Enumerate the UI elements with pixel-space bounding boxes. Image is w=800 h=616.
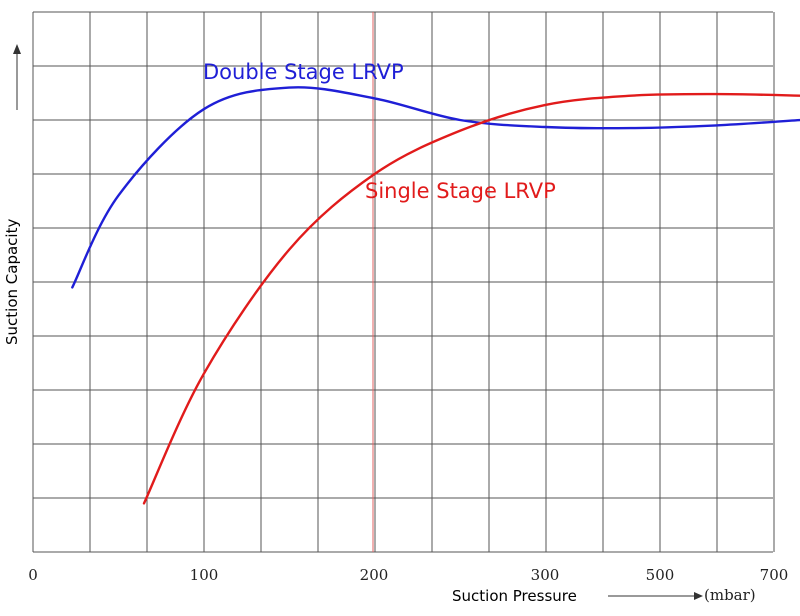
series-layer (71, 86, 800, 505)
series-line-double-stage (71, 86, 800, 289)
x-axis-arrow-icon (608, 592, 703, 600)
series-label-double-stage: Double Stage LRVP (203, 60, 404, 84)
chart-grid (32, 11, 775, 553)
x-tick-label-100: 100 (190, 566, 219, 584)
x-axis-unit: (mbar) (704, 586, 756, 604)
x-tick-label-700: 700 (760, 566, 789, 584)
series-line-single-stage (142, 92, 800, 505)
y-axis-title: Suction Capacity (3, 219, 21, 345)
x-tick-label-0: 0 (28, 566, 38, 584)
series-label-single-stage: Single Stage LRVP (365, 179, 556, 203)
x-tick-label-300: 300 (531, 566, 560, 584)
x-tick-label-500: 500 (646, 566, 675, 584)
x-tick-label-200: 200 (360, 566, 389, 584)
x-axis-title: Suction Pressure (452, 587, 577, 605)
y-axis-arrow-icon (13, 44, 21, 110)
